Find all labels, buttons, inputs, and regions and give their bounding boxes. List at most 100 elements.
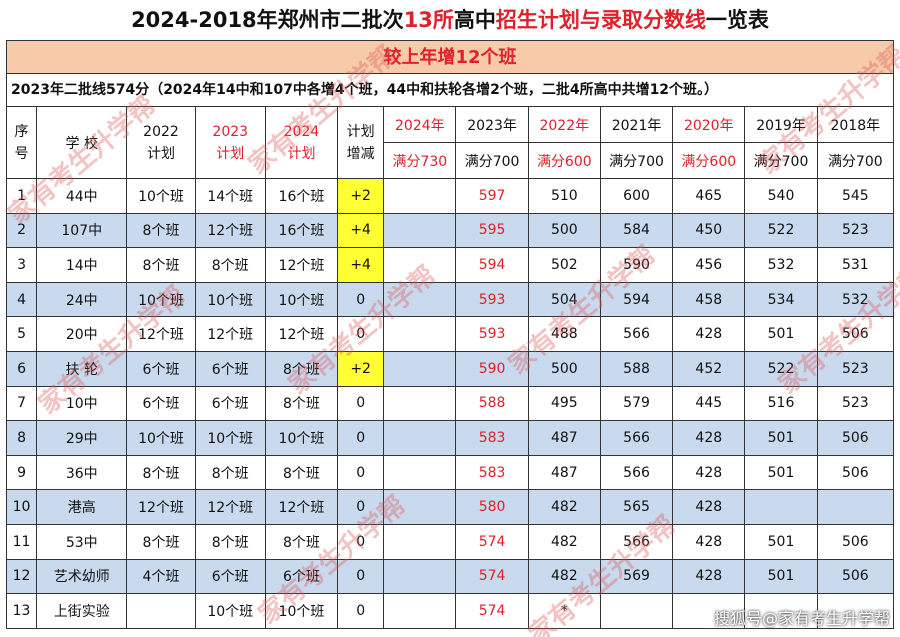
cell-s2022: 500 xyxy=(527,350,601,387)
cell-s2020: 450 xyxy=(672,212,746,249)
cell-s2021: 565 xyxy=(599,489,674,525)
header-y2020: 2020年 xyxy=(672,106,746,143)
cell-s2024 xyxy=(383,489,457,525)
cell-idx: 2 xyxy=(5,212,38,249)
cell-s2019: 516 xyxy=(744,385,818,422)
cell-s2024 xyxy=(383,212,457,249)
header-y2019-full: 满分700 xyxy=(744,142,818,179)
cell-s2021: 600 xyxy=(599,178,674,214)
cell-s2024 xyxy=(383,593,457,629)
cell-s2019: 501 xyxy=(744,454,818,491)
cell-s2024 xyxy=(383,385,457,422)
title-part-1: 2024-2018年郑州市二批次 xyxy=(131,8,404,32)
cell-plan2024: 10个班 xyxy=(264,281,339,318)
cell-s2020: 428 xyxy=(672,558,746,595)
table-row: 12 艺术幼师 4个班 6个班 6个班 0 574 482 569 428 50… xyxy=(5,558,895,595)
cell-school: 107中 xyxy=(36,212,128,249)
cell-s2023: 593 xyxy=(455,316,529,352)
cell-s2022: 482 xyxy=(527,523,601,560)
header-y2022: 2022年 xyxy=(527,106,601,143)
cell-s2023: 574 xyxy=(455,593,529,629)
cell-s2019: 540 xyxy=(744,178,818,214)
cell-s2020: 452 xyxy=(672,350,746,387)
cell-plan2023: 12个班 xyxy=(194,316,266,352)
title-part-4: 招生计划与录取分数线 xyxy=(495,8,706,32)
cell-plan2024: 16个班 xyxy=(264,178,339,214)
cell-s2021: 566 xyxy=(599,523,674,560)
cell-plan2023: 10个班 xyxy=(194,281,266,318)
cell-s2018: 523 xyxy=(816,212,895,249)
cell-delta: 0 xyxy=(337,593,385,629)
cell-delta: 0 xyxy=(337,316,385,352)
cell-plan2022: 10个班 xyxy=(126,420,196,456)
score-table: 序号 学 校 2022 计划 2023 计划 2024 计划 计划 增减 2024年 2… xyxy=(5,106,895,629)
cell-delta: 0 xyxy=(337,281,385,318)
cell-s2020: 428 xyxy=(672,489,746,525)
cell-s2024 xyxy=(383,281,457,318)
header-delta: 计划 增减 xyxy=(337,106,385,179)
cell-plan2024: 12个班 xyxy=(264,316,339,352)
cell-plan2022: 12个班 xyxy=(126,316,196,352)
cell-delta: 0 xyxy=(337,489,385,525)
cell-plan2023: 8个班 xyxy=(194,247,266,283)
cell-s2019: 501 xyxy=(744,316,818,352)
cell-s2022: 510 xyxy=(527,178,601,214)
header-delta-b: 增减 xyxy=(346,145,375,162)
cell-s2021: 588 xyxy=(599,350,674,387)
cell-s2020: 428 xyxy=(672,523,746,560)
cell-s2019 xyxy=(744,489,818,525)
header-plan2022-year: 2022 xyxy=(143,123,179,140)
cell-idx: 1 xyxy=(5,178,38,214)
cell-delta: 0 xyxy=(337,385,385,422)
cell-s2020: 428 xyxy=(672,316,746,352)
header-delta-a: 计划 xyxy=(346,123,375,140)
cell-s2018: 506 xyxy=(816,420,895,456)
cell-s2021: 594 xyxy=(599,281,674,318)
cell-s2022: 500 xyxy=(527,212,601,249)
cell-plan2022: 6个班 xyxy=(126,385,196,422)
cell-school: 14中 xyxy=(36,247,128,283)
cell-plan2024: 12个班 xyxy=(264,489,339,525)
cell-s2022: 482 xyxy=(527,489,601,525)
cell-plan2022: 6个班 xyxy=(126,350,196,387)
cell-s2024 xyxy=(383,454,457,491)
cell-s2021: 584 xyxy=(599,212,674,249)
cell-delta: +2 xyxy=(337,178,385,214)
cell-idx: 12 xyxy=(5,558,38,595)
page-title: 2024-2018年郑州市二批次13所高中招生计划与录取分数线一览表 xyxy=(0,0,900,40)
cell-s2023: 583 xyxy=(455,420,529,456)
cell-s2022: * xyxy=(527,593,601,629)
cell-idx: 10 xyxy=(5,489,38,525)
header-plan2023-label: 计划 xyxy=(216,145,245,162)
cell-school: 20中 xyxy=(36,316,128,352)
cell-s2019: 532 xyxy=(744,247,818,283)
header-y2018: 2018年 xyxy=(816,106,895,143)
cell-school: 10中 xyxy=(36,385,128,422)
cell-s2021: 566 xyxy=(599,316,674,352)
cell-plan2023: 8个班 xyxy=(194,454,266,491)
cell-plan2024: 10个班 xyxy=(264,593,339,629)
cell-plan2024: 16个班 xyxy=(264,212,339,249)
cell-s2021: 566 xyxy=(599,454,674,491)
cell-school: 港高 xyxy=(36,489,128,525)
cell-s2019: 522 xyxy=(744,350,818,387)
cell-idx: 9 xyxy=(5,454,38,491)
cell-s2018: 523 xyxy=(816,385,895,422)
cell-s2018 xyxy=(816,593,895,629)
header-row-1: 序号 学 校 2022 计划 2023 计划 2024 计划 计划 增减 2024年 2… xyxy=(5,106,895,179)
cell-s2018: 532 xyxy=(816,281,895,318)
cell-s2024 xyxy=(383,316,457,352)
footer-watermark: 搜狐号@家有考生升学帮 xyxy=(713,609,890,628)
header-idx: 序号 xyxy=(5,106,38,179)
cell-idx: 5 xyxy=(5,316,38,352)
cell-delta: 0 xyxy=(337,558,385,595)
table-row: 7 10中 6个班 6个班 8个班 0 588 495 579 445 516 … xyxy=(5,385,895,422)
header-plan2023: 2023 计划 xyxy=(194,106,266,179)
cell-s2023: 594 xyxy=(455,247,529,283)
cell-s2023: 590 xyxy=(455,350,529,387)
cell-s2022: 495 xyxy=(527,385,601,422)
cell-plan2024: 12个班 xyxy=(264,247,339,283)
cell-s2024 xyxy=(383,247,457,283)
table-row: 2 107中 8个班 12个班 16个班 +4 595 500 584 450 … xyxy=(5,212,895,249)
